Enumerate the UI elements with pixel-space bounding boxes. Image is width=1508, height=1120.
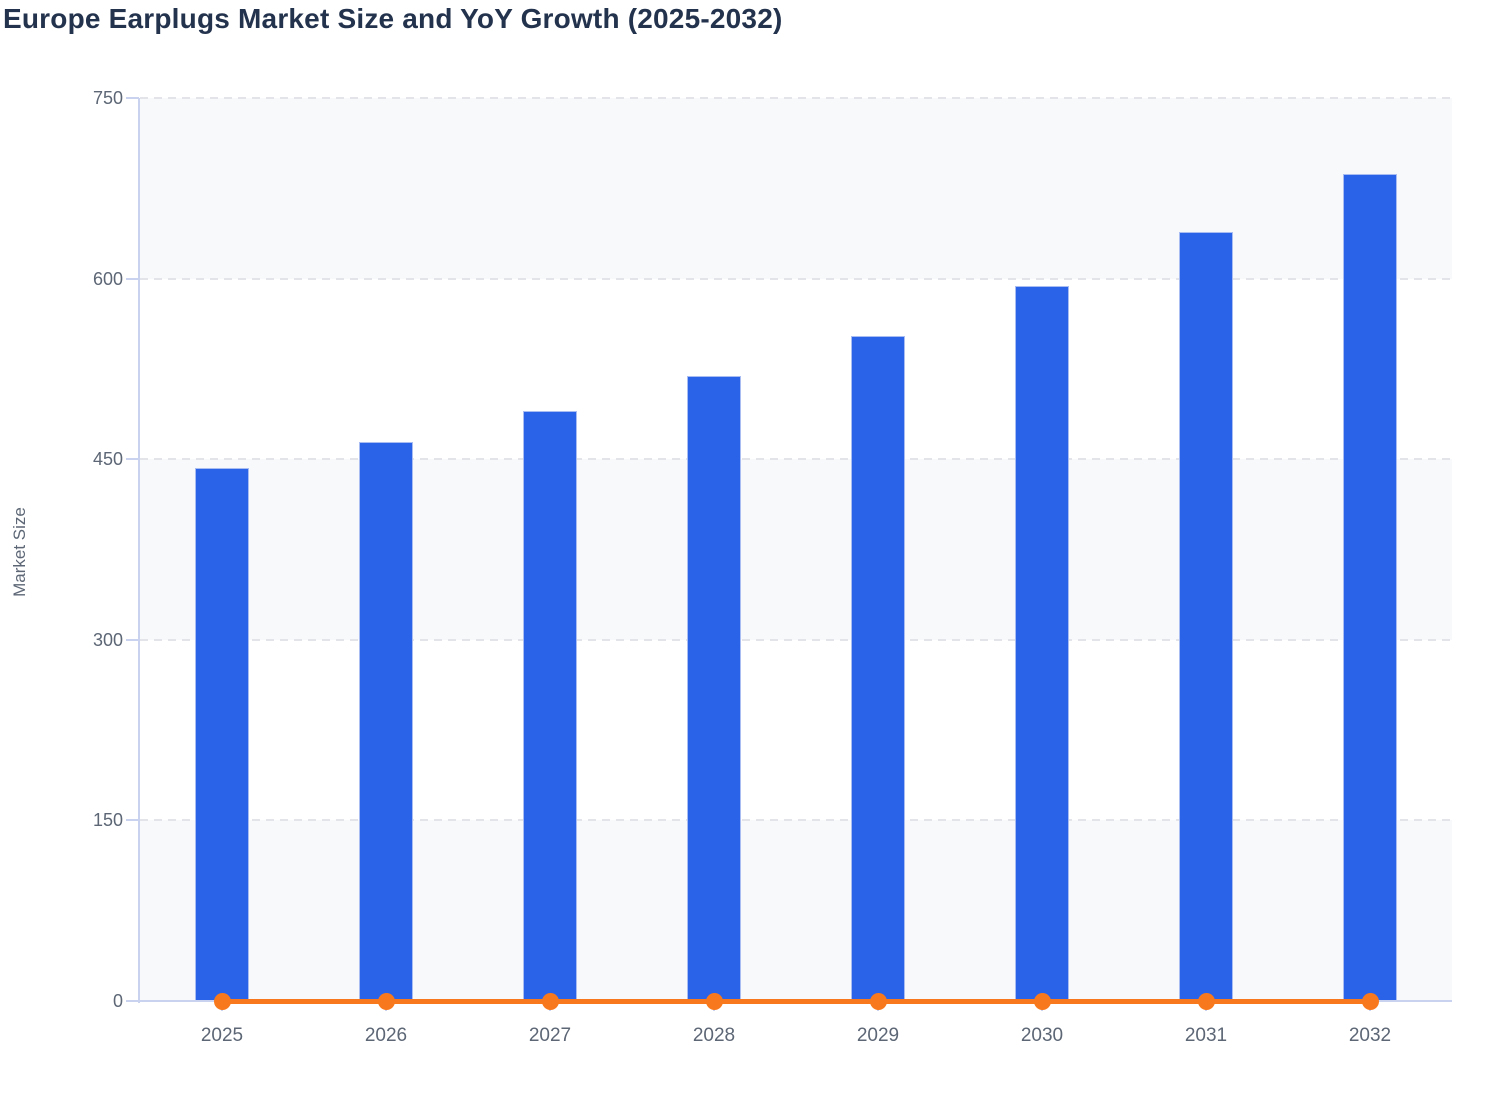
yoy-growth-marker-2025[interactable]	[213, 992, 231, 1010]
gridline-450	[140, 458, 1452, 461]
y-tick-450	[126, 458, 139, 461]
y-tick-label-150: 150	[92, 810, 123, 831]
chart-title: Europe Earplugs Market Size and YoY Grow…	[3, 3, 783, 34]
x-tick-label-2032: 2032	[1348, 1025, 1392, 1046]
y-tick-label-750: 750	[92, 88, 123, 108]
y-tick-label-600: 600	[92, 268, 123, 289]
y-tick-750	[126, 97, 139, 99]
bar-2030[interactable]	[1015, 285, 1069, 1001]
yoy-growth-marker-2027[interactable]	[541, 992, 559, 1010]
yoy-growth-marker-2029[interactable]	[869, 992, 887, 1010]
yoy-growth-marker-2032[interactable]	[1361, 992, 1379, 1010]
y-axis-line	[138, 98, 140, 1003]
plot-band	[140, 278, 1452, 460]
gridline-300	[140, 638, 1452, 641]
bar-2028[interactable]	[687, 376, 741, 1001]
bar-2025[interactable]	[195, 467, 249, 1001]
x-tick-label-2029: 2029	[856, 1025, 900, 1046]
y-tick-0	[126, 1000, 139, 1002]
x-tick-label-2027: 2027	[528, 1025, 572, 1046]
yoy-growth-line	[222, 998, 1370, 1004]
x-tick-label-2028: 2028	[692, 1025, 736, 1046]
gridline-150	[140, 819, 1452, 822]
bar-2031[interactable]	[1179, 231, 1233, 1001]
gridline-750	[140, 97, 1452, 99]
y-tick-label-0: 0	[112, 991, 123, 1011]
x-tick-label-2031: 2031	[1184, 1025, 1228, 1046]
plot-band	[140, 459, 1452, 640]
x-tick-label-2026: 2026	[364, 1025, 408, 1046]
plot-band	[140, 98, 1452, 279]
bar-2032[interactable]	[1343, 173, 1397, 1001]
y-tick-label-300: 300	[92, 629, 123, 650]
plot-band	[140, 820, 1452, 1001]
bar-2029[interactable]	[851, 336, 905, 1001]
y-tick-150	[126, 819, 139, 822]
x-tick-label-2025: 2025	[200, 1025, 244, 1046]
bar-2026[interactable]	[359, 442, 413, 1001]
yoy-growth-marker-2026[interactable]	[377, 992, 395, 1010]
yoy-growth-marker-2030[interactable]	[1033, 992, 1051, 1010]
yoy-growth-marker-2031[interactable]	[1197, 992, 1215, 1010]
x-tick-label-2030: 2030	[1020, 1025, 1064, 1046]
bar-2027[interactable]	[523, 411, 577, 1001]
y-tick-label-450: 450	[92, 449, 123, 470]
yoy-growth-marker-2028[interactable]	[705, 992, 723, 1010]
y-tick-300	[126, 638, 139, 641]
gridline-600	[140, 277, 1452, 280]
plot-band	[140, 639, 1452, 821]
y-tick-600	[126, 277, 139, 280]
